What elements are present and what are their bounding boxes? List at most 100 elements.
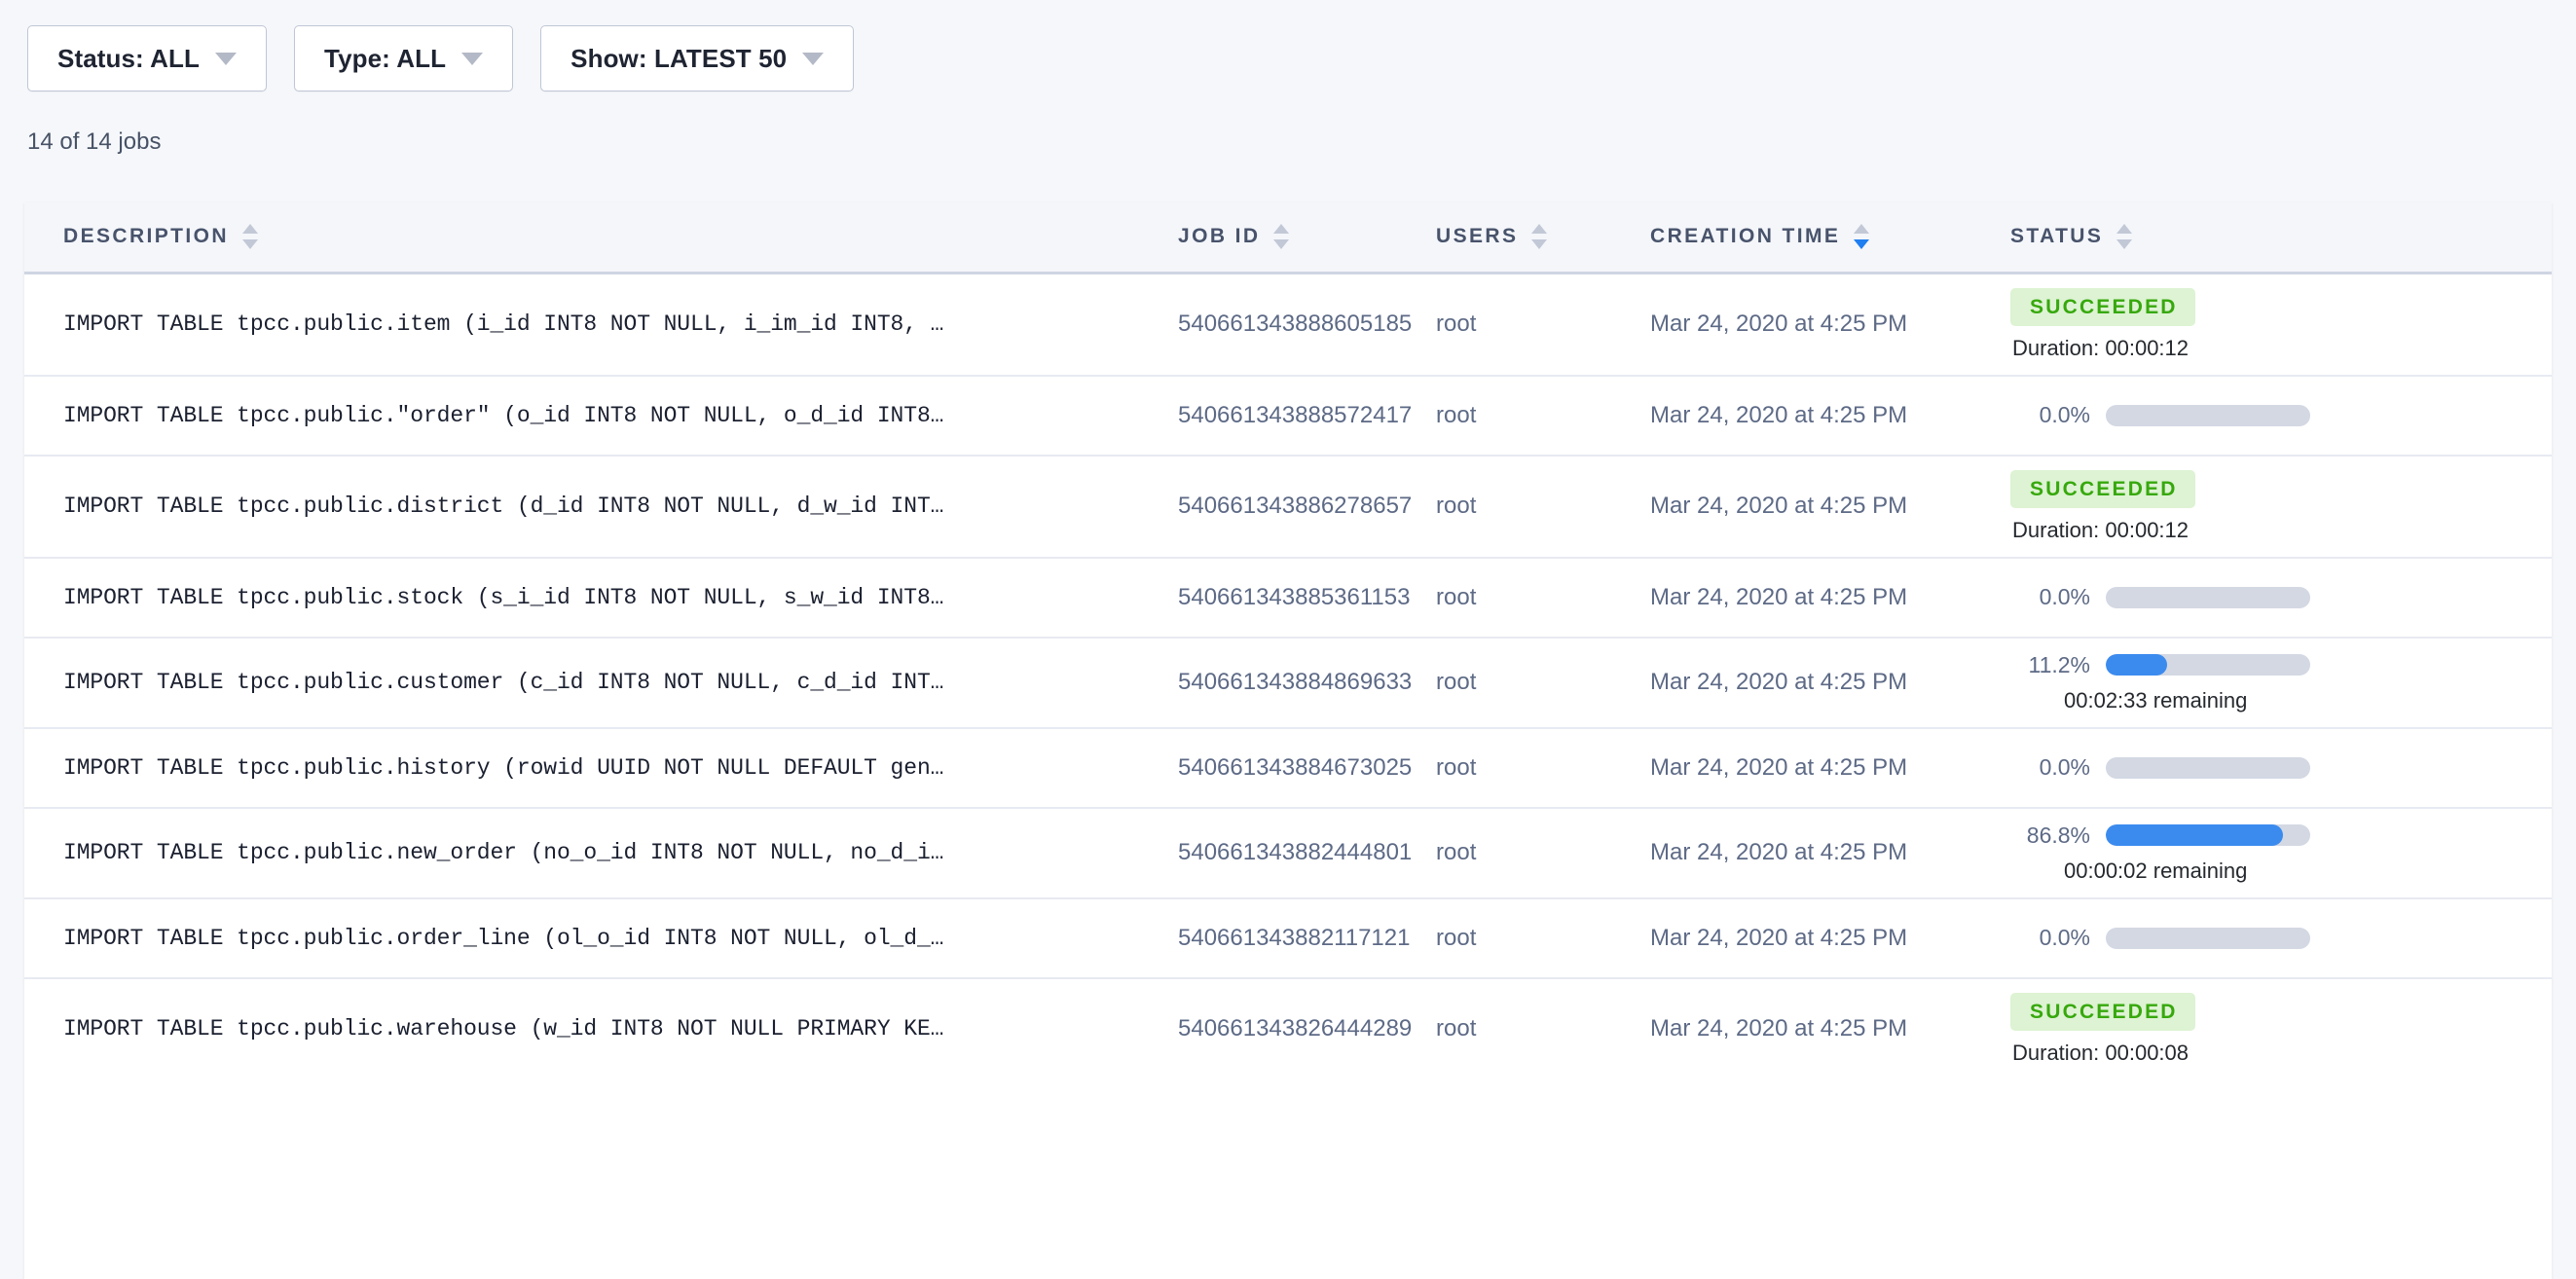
cell-creation-time: Mar 24, 2020 at 4:25 PM bbox=[1650, 637, 2010, 729]
filter-bar: Status: ALL Type: ALL Show: LATEST 50 bbox=[0, 0, 2576, 91]
progress-bar-track bbox=[2106, 927, 2310, 949]
sort-desc-icon bbox=[1273, 239, 1290, 250]
sort-asc-icon bbox=[1273, 224, 1290, 235]
type-filter-label: Type: ALL bbox=[324, 43, 447, 73]
sort-desc-icon bbox=[241, 239, 258, 250]
progress-percent-label: 0.0% bbox=[2039, 402, 2090, 427]
table-row[interactable]: IMPORT TABLE tpcc.public.warehouse (w_id… bbox=[24, 978, 2552, 1079]
type-filter-button[interactable]: Type: ALL bbox=[294, 25, 514, 91]
column-label-job-id: JOB ID bbox=[1178, 225, 1261, 248]
cell-creation-time: Mar 24, 2020 at 4:25 PM bbox=[1650, 1015, 1908, 1041]
table-row[interactable]: IMPORT TABLE tpcc.public.stock (s_i_id I… bbox=[24, 557, 2552, 639]
cell-job-id-link[interactable]: 540661343886278657 bbox=[1178, 455, 1436, 559]
sort-desc-icon bbox=[1531, 239, 1548, 250]
progress-bar-track bbox=[2106, 824, 2310, 846]
status-badge: SUCCEEDED bbox=[2010, 992, 2195, 1031]
sort-desc-icon bbox=[2116, 239, 2133, 250]
cell-description: IMPORT TABLE tpcc.public.new_order (no_o… bbox=[24, 807, 1178, 899]
status-badge: SUCCEEDED bbox=[2010, 287, 2195, 326]
cell-status: 0.0% bbox=[2010, 727, 2552, 809]
progress-percent-label: 86.8% bbox=[2026, 822, 2090, 848]
cell-description: IMPORT TABLE tpcc.public.history (rowid … bbox=[24, 727, 1178, 809]
table-row[interactable]: IMPORT TABLE tpcc.public.customer (c_id … bbox=[24, 637, 2552, 729]
table-row[interactable]: IMPORT TABLE tpcc.public.history (rowid … bbox=[24, 727, 2552, 809]
cell-user: root bbox=[1436, 375, 1650, 457]
status-container: 11.2% 00:02:33 remaining bbox=[2010, 639, 2513, 727]
cell-description: IMPORT TABLE tpcc.public.stock (s_i_id I… bbox=[24, 557, 1178, 639]
progress-bar-track bbox=[2106, 586, 2310, 608]
show-filter-button[interactable]: Show: LATEST 50 bbox=[540, 25, 855, 91]
status-duration-label: Duration: 00:00:08 bbox=[2012, 1040, 2190, 1065]
status-container: 0.0% bbox=[2010, 388, 2513, 442]
table-row[interactable]: IMPORT TABLE tpcc.public.order_line (ol_… bbox=[24, 897, 2552, 979]
cell-description: IMPORT TABLE tpcc.public.item (i_id INT8… bbox=[24, 273, 1178, 377]
cell-job-id-link[interactable]: 540661343884869633 bbox=[1178, 637, 1436, 729]
column-header-description[interactable]: DESCRIPTION bbox=[24, 202, 1178, 274]
jobs-table-card: DESCRIPTION JOB ID bbox=[24, 202, 2552, 1279]
sort-toggle-description[interactable] bbox=[241, 224, 258, 250]
status-remaining-label: 00:02:33 remaining bbox=[2064, 687, 2248, 713]
sort-asc-icon bbox=[2116, 224, 2133, 235]
progress-row: 0.0% bbox=[2010, 584, 2310, 610]
cell-job-id-link[interactable]: 540661343882117121 bbox=[1178, 897, 1436, 979]
progress-percent-label: 0.0% bbox=[2039, 754, 2090, 780]
sort-toggle-status[interactable] bbox=[2116, 224, 2133, 250]
table-header-row: DESCRIPTION JOB ID bbox=[24, 202, 2552, 274]
progress-percent-label: 11.2% bbox=[2028, 651, 2090, 677]
table-header: DESCRIPTION JOB ID bbox=[24, 202, 2552, 274]
cell-job-id-link[interactable]: 540661343888605185 bbox=[1178, 273, 1436, 377]
cell-description: IMPORT TABLE tpcc.public.district (d_id … bbox=[24, 455, 1178, 559]
cell-user: root bbox=[1436, 455, 1650, 559]
progress-percent-label: 0.0% bbox=[2039, 925, 2090, 950]
cell-description: IMPORT TABLE tpcc.public.order_line (ol_… bbox=[24, 897, 1178, 979]
cell-job-id-link[interactable]: 540661343882444801 bbox=[1178, 807, 1436, 899]
sort-asc-icon bbox=[1854, 224, 1870, 235]
cell-job-id-link[interactable]: 540661343885361153 bbox=[1178, 557, 1436, 639]
progress-bar-track bbox=[2106, 756, 2310, 779]
sort-toggle-users[interactable] bbox=[1531, 224, 1548, 250]
cell-creation-time: Mar 24, 2020 at 4:25 PM bbox=[1650, 455, 2010, 559]
sort-desc-icon bbox=[1854, 239, 1870, 250]
cell-job-id-link[interactable]: 540661343826444289 bbox=[1178, 1015, 1413, 1041]
column-header-status[interactable]: STATUS bbox=[2010, 202, 2552, 274]
cell-status: 0.0% bbox=[2010, 375, 2552, 457]
status-container: 0.0% bbox=[2010, 570, 2513, 624]
cell-status: 11.2% 00:02:33 remaining bbox=[2010, 637, 2552, 729]
status-duration-label: Duration: 00:00:12 bbox=[2012, 517, 2190, 542]
table-row[interactable]: IMPORT TABLE tpcc.public.district (d_id … bbox=[24, 455, 2552, 559]
cell-description: IMPORT TABLE tpcc.public.customer (c_id … bbox=[24, 637, 1178, 729]
status-filter-button[interactable]: Status: ALL bbox=[27, 25, 268, 91]
cell-creation-time: Mar 24, 2020 at 4:25 PM bbox=[1650, 273, 2010, 377]
progress-row: 11.2% bbox=[2010, 652, 2310, 678]
sort-toggle-creation-time[interactable] bbox=[1854, 224, 1870, 250]
status-container: 86.8% 00:00:02 remaining bbox=[2010, 809, 2513, 897]
column-header-job-id[interactable]: JOB ID bbox=[1178, 202, 1436, 274]
cell-user: root bbox=[1436, 807, 1650, 899]
progress-bar-fill bbox=[2106, 654, 2167, 676]
cell-description: IMPORT TABLE tpcc.public.warehouse (w_id… bbox=[63, 1016, 944, 1041]
table-row[interactable]: IMPORT TABLE tpcc.public."order" (o_id I… bbox=[24, 375, 2552, 457]
progress-bar-track bbox=[2106, 404, 2310, 426]
chevron-down-icon bbox=[461, 52, 484, 65]
table-row[interactable]: IMPORT TABLE tpcc.public.new_order (no_o… bbox=[24, 807, 2552, 899]
sort-asc-icon bbox=[241, 224, 258, 235]
cell-user: root bbox=[1436, 273, 1650, 377]
column-header-creation-time[interactable]: CREATION TIME bbox=[1650, 202, 2010, 274]
cell-job-id-link[interactable]: 540661343888572417 bbox=[1178, 375, 1436, 457]
jobs-table: DESCRIPTION JOB ID bbox=[24, 202, 2552, 1079]
cell-user: root bbox=[1436, 897, 1650, 979]
status-duration-label: Duration: 00:00:12 bbox=[2012, 335, 2190, 360]
progress-bar-fill bbox=[2106, 824, 2284, 846]
cell-user: root bbox=[1436, 1015, 1477, 1041]
cell-status: 0.0% bbox=[2010, 557, 2552, 639]
status-container: 0.0% bbox=[2010, 741, 2513, 794]
column-label-creation-time: CREATION TIME bbox=[1650, 225, 1841, 248]
cell-job-id-link[interactable]: 540661343884673025 bbox=[1178, 727, 1436, 809]
column-header-users[interactable]: USERS bbox=[1436, 202, 1650, 274]
table-row[interactable]: IMPORT TABLE tpcc.public.item (i_id INT8… bbox=[24, 273, 2552, 377]
progress-row: 0.0% bbox=[2010, 754, 2310, 781]
cell-creation-time: Mar 24, 2020 at 4:25 PM bbox=[1650, 807, 2010, 899]
status-filter-label: Status: ALL bbox=[57, 43, 201, 73]
column-label-description: DESCRIPTION bbox=[63, 225, 229, 248]
sort-toggle-job-id[interactable] bbox=[1273, 224, 1290, 250]
